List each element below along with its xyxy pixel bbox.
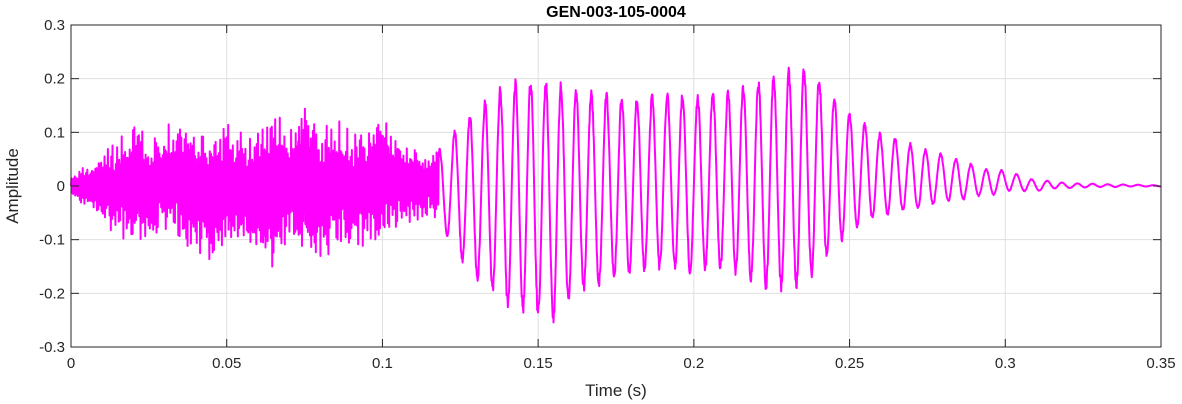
y-tick-label: 0.1 <box>44 124 65 141</box>
y-tick-label: 0.2 <box>44 71 65 88</box>
x-tick-label: 0.05 <box>212 355 241 372</box>
x-tick-label: 0.35 <box>1146 355 1175 372</box>
y-tick-label: 0 <box>57 178 65 195</box>
ticks <box>70 24 1162 348</box>
x-tick-label: 0.25 <box>835 355 864 372</box>
chart-title: GEN-003-105-0004 <box>546 4 686 21</box>
y-axis-tick-labels: -0.3 -0.2 -0.1 0 0.1 0.2 0.3 <box>39 17 65 356</box>
x-tick-label: 0.15 <box>524 355 553 372</box>
x-tick-label: 0.2 <box>683 355 704 372</box>
x-tick-label: 0.3 <box>995 355 1016 372</box>
y-tick-label: -0.2 <box>39 285 65 302</box>
series-line-amplitude <box>70 66 1162 324</box>
x-axis-tick-labels: 0 0.05 0.1 0.15 0.2 0.25 0.3 0.35 <box>67 355 1176 372</box>
x-axis-label: Time (s) <box>585 381 647 400</box>
y-tick-label: 0.3 <box>44 17 65 34</box>
x-tick-label: 0 <box>67 355 75 372</box>
x-tick-label: 0.1 <box>372 355 393 372</box>
y-tick-label: -0.1 <box>39 232 65 249</box>
signal-layer <box>70 66 1162 324</box>
y-tick-label: -0.3 <box>39 339 65 356</box>
y-axis-label: Amplitude <box>3 148 22 224</box>
